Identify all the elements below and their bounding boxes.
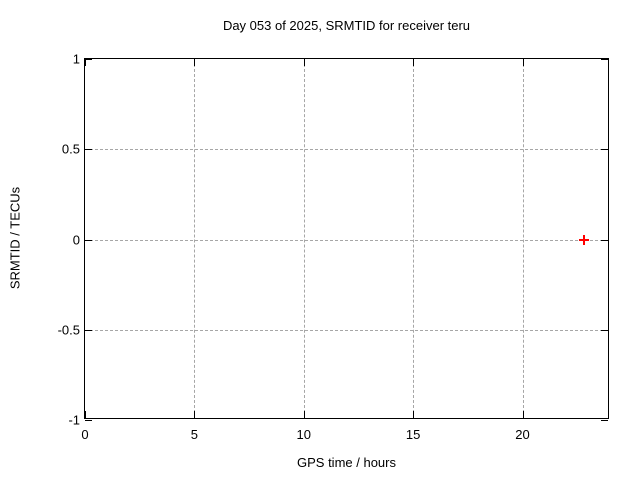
plot-area: 0 5 10 15 20 -1 -0.5 0 0.5 1 [58,52,609,442]
x-tick-label: 0 [81,427,89,442]
x-tick-mark [303,59,305,66]
y-tick-label: 1 [72,51,80,67]
y-tick-label: -1 [68,412,80,428]
y-tick-mark [85,420,92,421]
x-gridline [194,59,196,418]
data-point-marker [578,234,589,245]
x-axis-label: GPS time / hours [297,455,396,470]
y-tick-mark [85,149,92,151]
x-tick-label: 10 [296,427,311,442]
x-tick-label: 5 [190,427,198,442]
x-gridline [413,59,415,418]
y-gridline [85,239,608,241]
y-tick-label: -0.5 [57,322,80,338]
x-tick-mark [85,59,86,66]
y-gridline [85,329,608,331]
x-tick-label: 20 [515,427,530,442]
y-axis-label: SRMTID / TECUs [7,186,23,290]
y-gridline [85,149,608,151]
x-tick-mark [194,411,196,418]
x-tick-mark [194,59,196,66]
x-gridline [522,59,524,418]
chart-title: Day 053 of 2025, SRMTID for receiver ter… [222,18,471,33]
y-tick-mark [601,149,608,151]
y-tick-mark [601,420,608,421]
x-tick-mark [522,59,524,66]
y-tick-mark [601,239,608,241]
y-tick-mark [601,59,608,60]
x-tick-mark [522,411,524,418]
marker-bar [582,234,585,245]
x-tick-mark [413,59,415,66]
y-tick-label: 0.5 [61,141,80,157]
x-gridline [303,59,305,418]
x-tick-mark [303,411,305,418]
y-tick-label: 0 [72,232,80,247]
x-tick-label: 15 [405,427,421,442]
y-tick-mark [85,59,92,60]
x-tick-mark [413,411,415,418]
y-tick-mark [601,329,608,331]
y-tick-mark [85,329,92,331]
x-tick-mark [85,411,86,418]
y-tick-mark [85,239,92,241]
